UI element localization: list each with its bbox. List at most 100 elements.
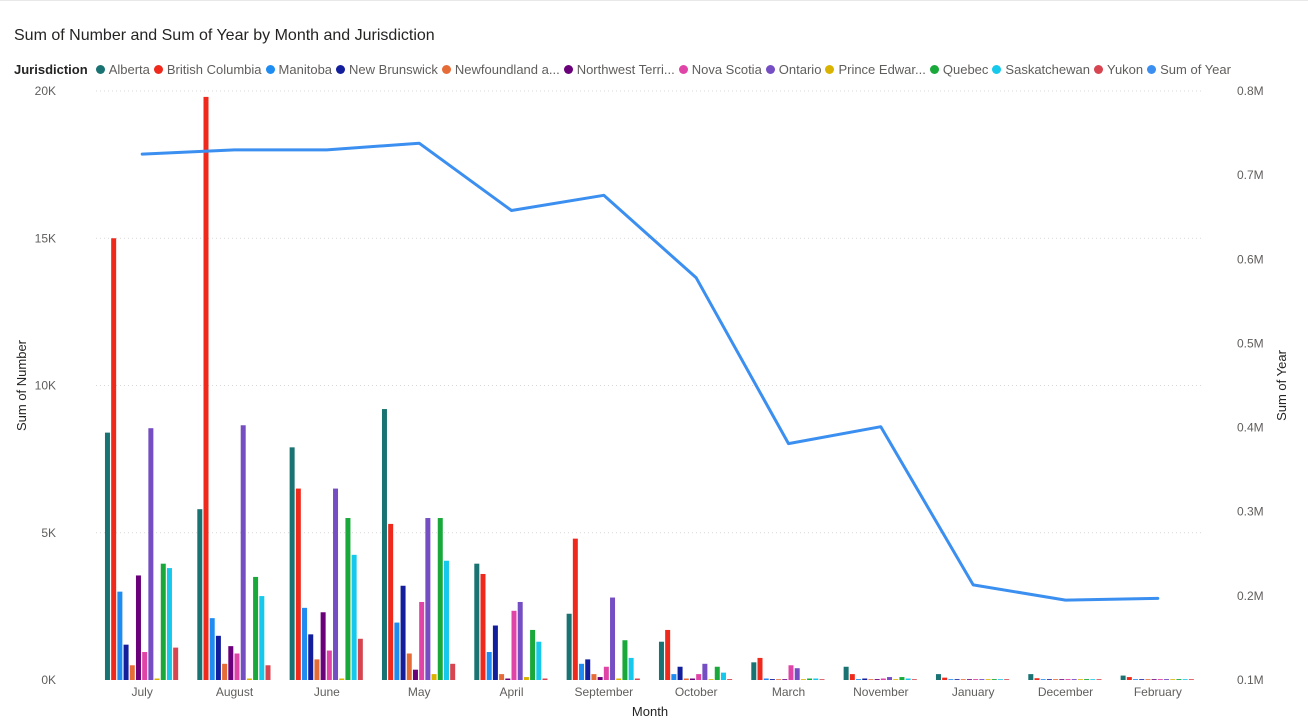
legend-item[interactable]: Nova Scotia [678, 61, 762, 77]
bar [357, 638, 363, 680]
bar [480, 573, 486, 680]
y2-tick-label: 0.2M [1237, 589, 1264, 603]
x-tick-label: July [131, 685, 152, 699]
bar [689, 678, 695, 680]
bar [720, 672, 726, 680]
legend-item[interactable]: Sum of Year [1147, 62, 1231, 77]
bar [763, 678, 769, 680]
legend-label: Nova Scotia [691, 61, 762, 77]
bar [1096, 679, 1102, 680]
bar [751, 662, 757, 680]
bar [794, 668, 800, 680]
bar [985, 679, 991, 680]
legend-label: Alberta [108, 61, 150, 77]
y2-tick-label: 0.1M [1237, 673, 1264, 687]
bar [234, 653, 240, 680]
bar [381, 409, 387, 680]
legend-label: Yukon [1106, 61, 1144, 77]
y-tick-label: 10K [35, 379, 56, 393]
bar [769, 679, 775, 680]
bar [437, 518, 443, 680]
bar [880, 678, 886, 680]
bar [209, 618, 215, 680]
bar [702, 663, 708, 680]
x-tick-label: April [499, 685, 523, 699]
bar [1176, 679, 1182, 680]
bar [807, 678, 813, 680]
bar [1071, 679, 1077, 680]
bar [714, 666, 720, 680]
legend-item[interactable]: British Columbia [153, 61, 262, 77]
bar [954, 679, 960, 680]
legend-label: Ontario [778, 61, 822, 77]
bar [616, 678, 622, 680]
bar [1077, 679, 1083, 680]
y2-tick-label: 0.3M [1237, 505, 1264, 519]
legend-item[interactable]: Northwest Terri... [563, 62, 675, 77]
legend-marker-icon [1093, 64, 1103, 74]
bar [104, 432, 110, 680]
legend-marker-icon [153, 64, 163, 74]
x-axis-title: Month [632, 704, 668, 719]
bar [868, 679, 874, 680]
legend-item[interactable]: Newfoundland a... [441, 62, 560, 77]
legend-item[interactable]: Alberta [95, 61, 150, 77]
bar [658, 641, 664, 680]
bar [542, 678, 548, 680]
legend-item[interactable]: Manitoba [265, 62, 332, 77]
bar [757, 657, 763, 680]
legend-marker-icon [929, 64, 939, 74]
bar [253, 576, 259, 680]
bar [671, 674, 677, 680]
bar [240, 425, 246, 680]
legend-item[interactable]: New Brunswick [336, 62, 438, 77]
bar [1034, 678, 1040, 680]
legend-item[interactable]: Quebec [929, 62, 988, 77]
bar [1065, 679, 1071, 680]
legend-item[interactable]: Prince Edwar... [825, 62, 926, 77]
bar [665, 629, 671, 680]
bar [173, 647, 179, 680]
bar [320, 612, 326, 680]
bar [135, 575, 141, 680]
bar [776, 679, 782, 680]
y-tick-label: 20K [35, 84, 56, 98]
legend-label: British Columbia [166, 61, 262, 77]
bar [388, 523, 394, 680]
bar [935, 674, 941, 680]
bar [160, 563, 166, 680]
bar [997, 679, 1003, 680]
bar [166, 568, 172, 680]
bar [345, 518, 351, 680]
y-axis-title: Sum of Number [14, 339, 29, 431]
bar [308, 634, 314, 680]
bar [295, 488, 301, 680]
bar [1126, 677, 1132, 680]
bar [333, 488, 339, 680]
sum-of-year-line [140, 141, 1160, 602]
bar [813, 678, 819, 680]
legend-marker-icon [765, 64, 775, 74]
bar [566, 613, 572, 680]
legend-marker-icon [825, 64, 835, 74]
legend-item[interactable]: Saskatchewan [992, 62, 1090, 77]
bar [849, 674, 855, 680]
bar [246, 678, 252, 680]
y2-tick-label: 0.4M [1237, 421, 1264, 435]
legend-marker-icon [678, 64, 688, 74]
bar [634, 678, 640, 680]
bar [117, 591, 123, 680]
legend-item[interactable]: Yukon [1093, 61, 1144, 77]
legend-item[interactable]: Ontario [765, 61, 822, 77]
bar [505, 678, 511, 680]
bar [148, 428, 154, 680]
bar [979, 679, 985, 680]
bar [782, 679, 788, 680]
bar [142, 652, 148, 680]
bar [523, 677, 529, 680]
bar [1059, 679, 1065, 680]
bar [911, 679, 917, 680]
chart-legend: Jurisdiction Alberta British Columbia Mani… [14, 60, 1235, 78]
bar [326, 650, 332, 680]
bar [1046, 679, 1052, 680]
